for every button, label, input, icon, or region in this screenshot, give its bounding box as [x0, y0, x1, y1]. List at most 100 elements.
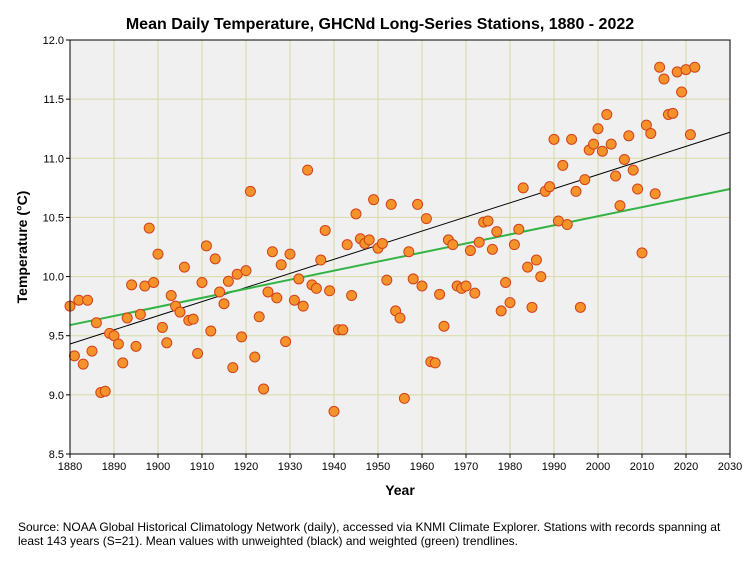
data-point [517, 182, 529, 194]
y-tick-label: 10.0 [43, 272, 64, 284]
data-point [77, 358, 89, 370]
x-tick-label: 1960 [410, 461, 434, 473]
data-point [222, 275, 234, 287]
data-point [654, 61, 666, 73]
data-point [244, 185, 256, 197]
x-tick-label: 1930 [278, 461, 302, 473]
x-tick-label: 1900 [146, 461, 170, 473]
data-point [319, 224, 331, 236]
data-point [156, 321, 168, 333]
data-point [513, 223, 525, 235]
y-tick-label: 9.0 [49, 390, 64, 402]
data-point [236, 331, 248, 343]
data-point [403, 246, 415, 258]
data-point [227, 362, 239, 374]
data-point [262, 286, 274, 298]
data-point [592, 123, 604, 135]
data-point [275, 259, 287, 271]
data-point [447, 239, 459, 251]
y-tick-label: 10.5 [43, 212, 64, 224]
data-point [297, 300, 309, 312]
data-point [68, 350, 80, 362]
data-point [398, 392, 410, 404]
data-point [280, 336, 292, 348]
x-tick-label: 1990 [542, 461, 566, 473]
data-point [486, 243, 498, 255]
source-caption: Source: NOAA Global Historical Climatolo… [18, 520, 721, 548]
data-point [645, 127, 657, 139]
data-point [174, 306, 186, 318]
y-tick-label: 9.5 [49, 331, 64, 343]
data-point [209, 253, 221, 265]
data-point [249, 351, 261, 363]
data-point [491, 226, 503, 238]
data-point [429, 357, 441, 369]
x-tick-label: 1970 [454, 461, 478, 473]
x-tick-label: 1880 [58, 461, 82, 473]
data-point [557, 159, 569, 171]
data-point [434, 288, 446, 300]
data-point [381, 274, 393, 286]
data-point [310, 282, 322, 294]
data-point [548, 133, 560, 145]
data-point [196, 276, 208, 288]
data-point [315, 254, 327, 266]
data-point [324, 285, 336, 297]
data-point [152, 248, 164, 260]
data-point [614, 200, 626, 212]
data-point [438, 320, 450, 332]
y-tick-label: 11.5 [43, 94, 64, 106]
data-point [601, 109, 613, 121]
data-point [328, 405, 340, 417]
data-point [570, 185, 582, 197]
data-point [526, 301, 538, 313]
data-point [337, 324, 349, 336]
x-tick-label: 2000 [586, 461, 610, 473]
data-point [192, 347, 204, 359]
data-point [416, 280, 428, 292]
data-point [627, 164, 639, 176]
data-point [271, 292, 283, 304]
data-point [112, 338, 124, 350]
data-point [658, 73, 670, 85]
data-point [464, 245, 476, 257]
data-point [350, 208, 362, 220]
data-point [90, 317, 102, 329]
data-point [346, 289, 358, 301]
data-point [121, 312, 133, 324]
data-point [143, 222, 155, 234]
data-point [469, 287, 481, 299]
data-point [412, 198, 424, 210]
x-tick-label: 1940 [322, 461, 346, 473]
data-point [504, 297, 516, 309]
trendline-weighted [69, 188, 731, 327]
data-point [460, 280, 472, 292]
data-points [64, 61, 701, 417]
data-point [632, 183, 644, 195]
data-point [86, 345, 98, 357]
data-point [288, 294, 300, 306]
y-tick-label: 12.0 [43, 35, 64, 47]
data-point [636, 247, 648, 259]
x-tick-label: 1910 [190, 461, 214, 473]
data-point [566, 133, 578, 145]
x-tick-label: 1890 [102, 461, 126, 473]
data-point [376, 237, 388, 249]
data-point [588, 138, 600, 150]
x-tick-label: 2030 [718, 461, 742, 473]
data-point [649, 188, 661, 200]
data-point [258, 383, 270, 395]
x-tick-label: 1920 [234, 461, 258, 473]
data-point [482, 215, 494, 227]
x-tick-label: 2020 [674, 461, 698, 473]
data-point [574, 301, 586, 313]
data-point [596, 145, 608, 157]
data-point [684, 129, 696, 141]
data-point [535, 271, 547, 283]
data-point [618, 153, 630, 165]
data-point [178, 261, 190, 273]
data-point [508, 239, 520, 251]
data-point [214, 286, 226, 298]
data-point [134, 308, 146, 320]
